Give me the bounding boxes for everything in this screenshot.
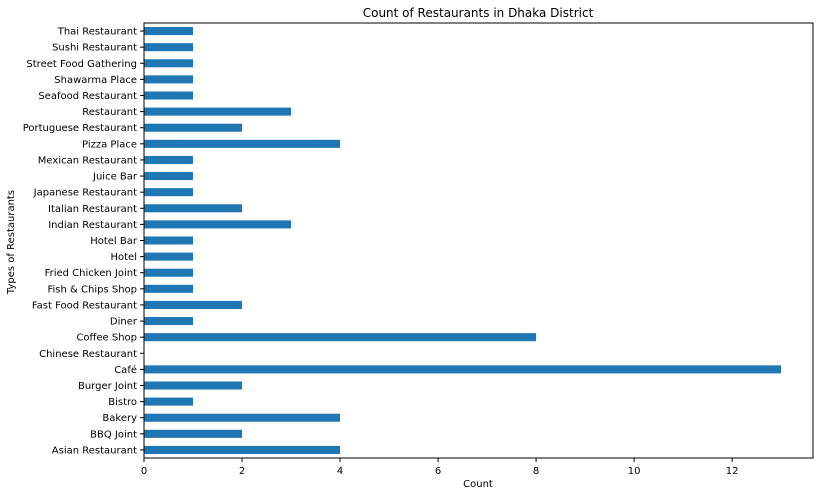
bar-15 bbox=[144, 204, 243, 213]
y-tick-label: Mexican Restaurant bbox=[38, 155, 137, 166]
y-tick-label: Japanese Restaurant bbox=[33, 188, 137, 199]
x-tick-label: 12 bbox=[726, 466, 739, 477]
y-tick-label: Fast Food Restaurant bbox=[32, 300, 137, 311]
y-tick-label: Burger Joint bbox=[78, 381, 137, 392]
x-axis-label: Count bbox=[463, 479, 493, 490]
bar-5 bbox=[144, 365, 782, 374]
bar-7 bbox=[144, 333, 537, 342]
y-tick-label: Street Food Gathering bbox=[26, 59, 137, 70]
y-tick-label: Coffee Shop bbox=[76, 333, 137, 344]
y-tick-label: Bakery bbox=[102, 413, 137, 424]
y-tick-label: Sushi Restaurant bbox=[52, 43, 137, 54]
y-tick-label: Thai Restaurant bbox=[57, 27, 137, 38]
bar-11 bbox=[144, 268, 194, 277]
bars-group bbox=[144, 27, 782, 454]
y-tick-label: Italian Restaurant bbox=[48, 204, 137, 215]
bar-24 bbox=[144, 59, 194, 68]
y-tick-label: Portuguese Restaurant bbox=[23, 123, 137, 134]
y-tick-label: Bistro bbox=[108, 397, 137, 408]
bar-8 bbox=[144, 317, 194, 326]
bar-0 bbox=[144, 445, 341, 454]
bar-2 bbox=[144, 413, 341, 422]
bar-4 bbox=[144, 381, 243, 390]
y-tick-label: Café bbox=[114, 364, 137, 376]
bar-17 bbox=[144, 172, 194, 181]
plot-frame bbox=[143, 22, 814, 459]
bar-12 bbox=[144, 252, 194, 261]
x-axis-ticks: 0 2 4 6 8 10 12 bbox=[141, 458, 739, 477]
y-tick-label: Fish & Chips Shop bbox=[48, 284, 138, 295]
bar-18 bbox=[144, 155, 194, 164]
bar-26 bbox=[144, 27, 194, 36]
x-tick-label: 0 bbox=[141, 466, 147, 477]
bar-23 bbox=[144, 75, 194, 84]
x-tick-label: 8 bbox=[533, 466, 539, 477]
bar-9 bbox=[144, 300, 243, 309]
chart-title: Count of Restaurants in Dhaka District bbox=[363, 6, 594, 20]
y-tick-label: Asian Restaurant bbox=[52, 445, 137, 456]
bar-25 bbox=[144, 43, 194, 52]
bar-1 bbox=[144, 429, 243, 438]
y-tick-label: Juice Bar bbox=[92, 172, 138, 183]
bar-22 bbox=[144, 91, 194, 100]
y-tick-label: Hotel Bar bbox=[90, 236, 138, 247]
y-axis-ticks: Asian Restaurant BBQ Joint Bakery Bistro Bur… bbox=[23, 27, 144, 456]
bar-14 bbox=[144, 220, 292, 229]
y-tick-label: Seafood Restaurant bbox=[38, 91, 137, 102]
bar-16 bbox=[144, 188, 194, 197]
bar-10 bbox=[144, 284, 194, 293]
y-tick-label: Indian Restaurant bbox=[48, 220, 137, 231]
y-tick-label: Restaurant bbox=[82, 107, 137, 118]
y-axis-label: Types of Restaurants bbox=[6, 190, 17, 295]
bar-3 bbox=[144, 397, 194, 406]
y-tick-label: Shawarma Place bbox=[54, 75, 137, 86]
x-tick-label: 2 bbox=[239, 466, 245, 477]
y-tick-label: Hotel bbox=[111, 252, 138, 263]
y-tick-label: Chinese Restaurant bbox=[39, 349, 137, 360]
x-tick-label: 4 bbox=[337, 466, 343, 477]
x-tick-label: 10 bbox=[628, 466, 641, 477]
bar-21 bbox=[144, 107, 292, 116]
y-tick-label: Pizza Place bbox=[82, 139, 137, 150]
y-tick-label: BBQ Joint bbox=[90, 429, 137, 440]
bar-13 bbox=[144, 236, 194, 245]
bar-19 bbox=[144, 139, 341, 148]
y-tick-label: Fried Chicken Joint bbox=[45, 268, 137, 279]
y-tick-label: Diner bbox=[110, 317, 138, 328]
bar-20 bbox=[144, 123, 243, 132]
x-tick-label: 6 bbox=[435, 466, 441, 477]
